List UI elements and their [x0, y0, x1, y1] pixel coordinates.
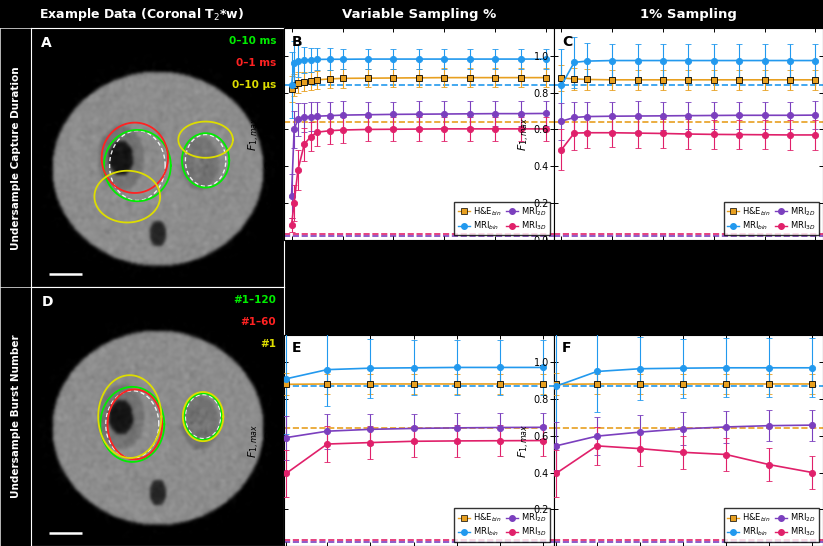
- Text: A: A: [41, 36, 52, 50]
- Text: #1–120: #1–120: [234, 295, 277, 305]
- Text: 1% Sampling: 1% Sampling: [640, 8, 737, 21]
- Legend: H&E$_{bin}$, MRI$_{bin}$, MRI$_{2D}$, MRI$_{3D}$: H&E$_{bin}$, MRI$_{bin}$, MRI$_{2D}$, MR…: [454, 201, 550, 235]
- Text: Undersample Burst Number: Undersample Burst Number: [11, 335, 21, 498]
- Y-axis label: $F_{1,max}$: $F_{1,max}$: [517, 117, 532, 151]
- Text: B: B: [292, 35, 303, 49]
- Text: #1: #1: [260, 339, 277, 349]
- X-axis label: Capture Onset (ms): Capture Onset (ms): [637, 260, 740, 270]
- Y-axis label: $F_{1,max}$: $F_{1,max}$: [247, 423, 263, 458]
- Text: Variable Sampling %: Variable Sampling %: [342, 8, 496, 21]
- Text: D: D: [41, 295, 53, 309]
- Text: Undersample Capture Duration: Undersample Capture Duration: [11, 66, 21, 250]
- Text: Example Data (Coronal T$_2$*w): Example Data (Coronal T$_2$*w): [40, 5, 244, 23]
- Text: C: C: [562, 35, 572, 49]
- Text: 0–10 μs: 0–10 μs: [232, 80, 277, 90]
- Text: F: F: [562, 341, 571, 355]
- Text: 0–1 ms: 0–1 ms: [236, 58, 277, 68]
- Legend: H&E$_{bin}$, MRI$_{bin}$, MRI$_{2D}$, MRI$_{3D}$: H&E$_{bin}$, MRI$_{bin}$, MRI$_{2D}$, MR…: [723, 201, 819, 235]
- Legend: H&E$_{bin}$, MRI$_{bin}$, MRI$_{2D}$, MRI$_{3D}$: H&E$_{bin}$, MRI$_{bin}$, MRI$_{2D}$, MR…: [723, 508, 819, 542]
- Text: E: E: [292, 341, 301, 355]
- Legend: H&E$_{bin}$, MRI$_{bin}$, MRI$_{2D}$, MRI$_{3D}$: H&E$_{bin}$, MRI$_{bin}$, MRI$_{2D}$, MR…: [454, 508, 550, 542]
- Text: #1–60: #1–60: [241, 317, 277, 327]
- Y-axis label: $F_{1,max}$: $F_{1,max}$: [517, 423, 532, 458]
- X-axis label: Capture Duration (ms): Capture Duration (ms): [360, 260, 477, 270]
- Text: 0–10 ms: 0–10 ms: [229, 36, 277, 46]
- Y-axis label: $F_{1,max}$: $F_{1,max}$: [247, 117, 263, 151]
